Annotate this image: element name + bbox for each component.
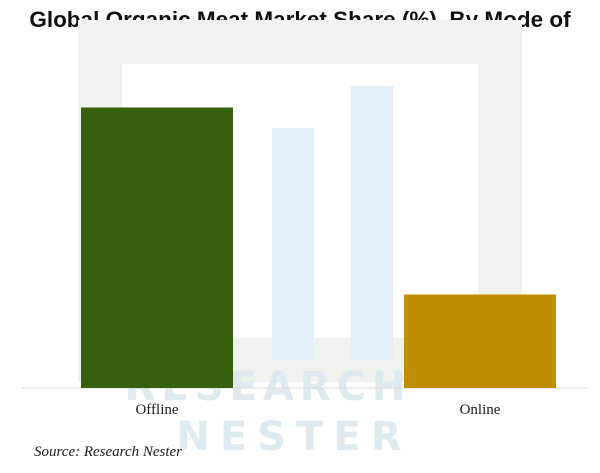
bars-group (81, 107, 556, 388)
source-note: Source: Research Nester (34, 444, 183, 460)
x-tick-labels: Offline Online (135, 402, 500, 418)
watermark-text-line2: NESTER (176, 414, 411, 460)
x-tick-label-offline: Offline (135, 402, 178, 418)
x-tick-label-online: Online (460, 402, 501, 418)
bar-online (404, 294, 556, 388)
bar-offline (81, 107, 233, 388)
